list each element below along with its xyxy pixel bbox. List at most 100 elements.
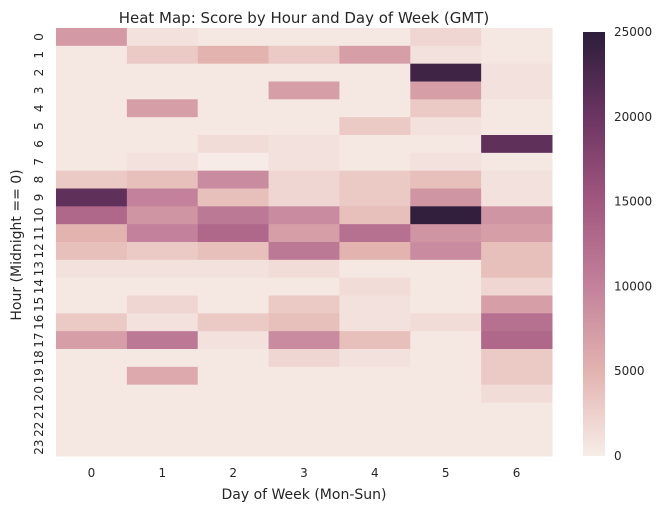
heatmap-cell xyxy=(268,45,340,65)
heatmap-cell xyxy=(197,402,270,421)
heatmap-cell xyxy=(126,99,199,118)
heatmap-cell xyxy=(268,152,340,172)
heatmap-cell xyxy=(339,438,411,457)
chart-title: Heat Map: Score by Hour and Day of Week … xyxy=(119,9,490,27)
heatmap-cell xyxy=(410,384,482,403)
heatmap-cell xyxy=(126,313,199,332)
heatmap-cell xyxy=(481,224,553,243)
heatmap-cell xyxy=(481,313,553,332)
heatmap-cell xyxy=(339,152,411,172)
heatmap-cell xyxy=(126,206,199,225)
heatmap-cell xyxy=(126,366,199,386)
heatmap-cell xyxy=(56,63,128,82)
heatmap-cell xyxy=(410,295,482,314)
heatmap-cell xyxy=(56,45,128,65)
heatmap-cell xyxy=(197,224,270,243)
heatmap-cell xyxy=(126,277,199,296)
heatmap-cell xyxy=(268,277,340,296)
heatmap-cell xyxy=(197,28,270,47)
heatmap-cell xyxy=(339,420,411,439)
heatmap-cell xyxy=(197,63,270,82)
y-axis-label: Hour (Midnight == 0) xyxy=(9,169,25,320)
heatmap-cell xyxy=(197,99,270,118)
heatmap-cell xyxy=(339,224,411,243)
heatmap-cell xyxy=(56,366,128,386)
heatmap-cell xyxy=(268,63,340,82)
heatmap-cell xyxy=(126,402,199,421)
heatmap-cell xyxy=(56,349,128,368)
heatmap-cell xyxy=(56,402,128,421)
heatmap-cell xyxy=(481,259,553,279)
heatmap-cell xyxy=(126,224,199,243)
heatmap-cell xyxy=(197,259,270,279)
heatmap-cell xyxy=(410,242,482,261)
y-tick-label: 11 xyxy=(32,225,46,240)
x-tick-label: 1 xyxy=(158,466,166,480)
heatmap-cell xyxy=(197,81,270,100)
heatmap-cell xyxy=(339,366,411,386)
heatmap-cell xyxy=(339,188,411,207)
x-tick-label: 6 xyxy=(513,466,521,480)
heatmap-cell xyxy=(481,152,553,172)
heatmap-cell xyxy=(481,295,553,314)
y-tick-label: 19 xyxy=(32,368,46,383)
heatmap-cell xyxy=(410,366,482,386)
heatmap-cell xyxy=(410,63,482,82)
x-tick-label: 5 xyxy=(442,466,450,480)
heatmap-cell xyxy=(197,366,270,386)
heatmap-cell xyxy=(481,206,553,225)
colorbar-tick-label: 0 xyxy=(614,449,622,463)
heatmap-cell xyxy=(56,313,128,332)
colorbar-tick-label: 25000 xyxy=(614,25,652,39)
heatmap-cell xyxy=(410,277,482,296)
heatmap-cell xyxy=(410,349,482,368)
colorbar-tick-label: 5000 xyxy=(614,364,645,378)
y-tick-label: 10 xyxy=(32,208,46,223)
y-tick-label: 12 xyxy=(32,243,46,258)
y-tick-label: 1 xyxy=(32,51,46,59)
heatmap-cell xyxy=(481,384,553,403)
heatmap-cell xyxy=(126,81,199,100)
heatmap-cell xyxy=(410,152,482,172)
heatmap-cell xyxy=(56,224,128,243)
heatmap-cell xyxy=(126,349,199,368)
heatmap-cell xyxy=(410,224,482,243)
heatmap-cell xyxy=(410,259,482,279)
y-tick-label: 8 xyxy=(32,176,46,184)
heatmap-cell xyxy=(339,63,411,82)
heatmap-cell xyxy=(197,349,270,368)
heatmap-cell xyxy=(126,331,199,350)
heatmap-cell xyxy=(410,135,482,154)
heatmap-cell xyxy=(56,277,128,296)
colorbar-tick-label: 10000 xyxy=(614,279,652,293)
heatmap-cell xyxy=(339,81,411,100)
heatmap-cell xyxy=(481,277,553,296)
heatmap-cell xyxy=(197,331,270,350)
heatmap-cell xyxy=(410,438,482,457)
heatmap-cell xyxy=(339,117,411,136)
heatmap-cell xyxy=(197,438,270,457)
colorbar xyxy=(583,32,605,456)
heatmap-cell xyxy=(56,384,128,403)
y-tick-label: 17 xyxy=(32,332,46,347)
heatmap-cell xyxy=(410,420,482,439)
heatmap-cell xyxy=(410,313,482,332)
y-tick-label: 21 xyxy=(32,404,46,419)
heatmap-cell xyxy=(410,331,482,350)
heatmap-cell xyxy=(481,438,553,457)
colorbar-tick-label: 15000 xyxy=(614,195,652,209)
heatmap-cell xyxy=(197,188,270,207)
heatmap-cell xyxy=(126,28,199,47)
heatmap-cell xyxy=(56,81,128,100)
heatmap-cell xyxy=(339,349,411,368)
heatmap-cell xyxy=(268,170,340,189)
heatmap-cell xyxy=(268,135,340,154)
heatmap-cell xyxy=(197,135,270,154)
heatmap-cell xyxy=(197,295,270,314)
heatmap-cell xyxy=(56,331,128,350)
y-tick-label: 20 xyxy=(32,386,46,401)
heatmap-cell xyxy=(481,366,553,386)
heatmap-cell xyxy=(268,384,340,403)
heatmap-cell xyxy=(481,117,553,136)
